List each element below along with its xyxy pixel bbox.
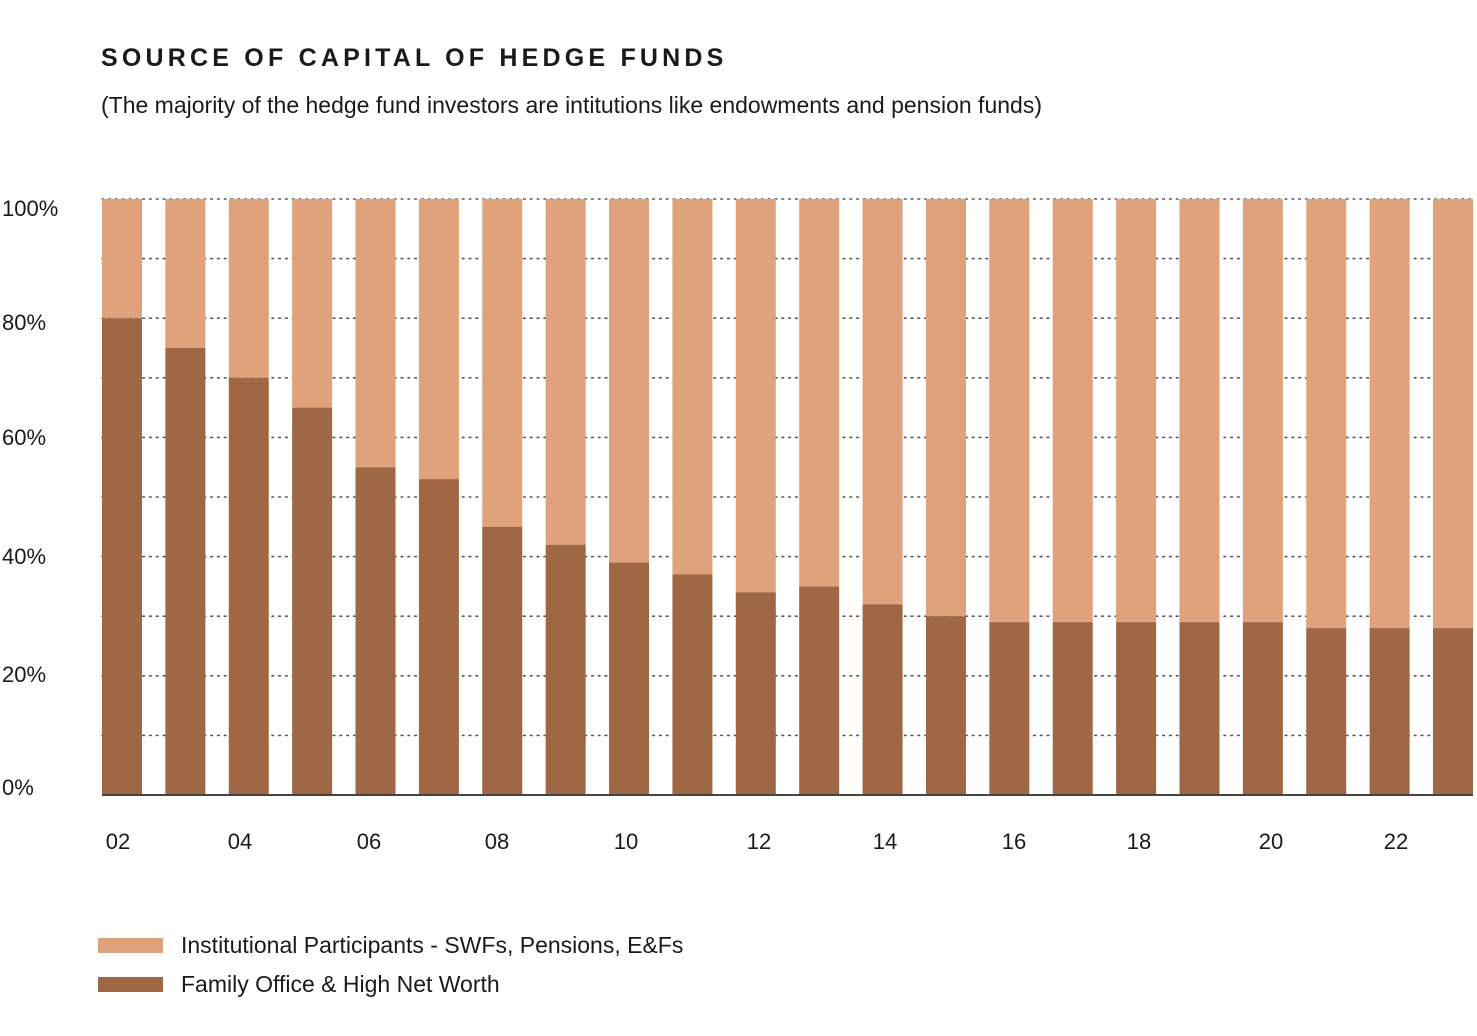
bar-institutional-07: [418, 199, 459, 480]
bar-family-office-13: [799, 586, 840, 795]
bar-group-03: [165, 199, 206, 795]
x-tick-label-02: 02: [106, 829, 130, 854]
stacked-bar-chart: 0% 20% 40% 60% 80% 100% 02 04 06 08 10 12 14 16 18 20 2…: [2, 196, 1474, 854]
x-tick-label-18: 18: [1127, 829, 1151, 854]
bar-family-office-18: [1116, 622, 1157, 795]
legend: Institutional Participants - SWFs, Pensi…: [98, 926, 683, 1004]
bar-group-10: [609, 199, 650, 795]
bar-family-office-11: [672, 574, 713, 795]
chart-subtitle: (The majority of the hedge fund investor…: [101, 92, 1042, 118]
bar-family-office-08: [482, 526, 523, 795]
bar-group-22: [1369, 199, 1410, 795]
legend-swatch-family-office: [98, 977, 163, 992]
bar-family-office-23: [1433, 628, 1473, 795]
y-tick-label-2: 40%: [2, 544, 46, 569]
bar-group-18: [1116, 199, 1157, 795]
bar-institutional-14: [862, 199, 903, 605]
bar-group-02: [102, 199, 142, 795]
bar-institutional-22: [1369, 199, 1410, 629]
x-tick-label-16: 16: [1002, 829, 1026, 854]
bar-group-23: [1433, 199, 1473, 795]
bars: [102, 199, 1473, 795]
legend-item-institutional: Institutional Participants - SWFs, Pensi…: [98, 926, 683, 965]
bar-family-office-16: [989, 622, 1030, 795]
legend-swatch-institutional: [98, 938, 163, 953]
bar-group-14: [862, 199, 903, 795]
bar-family-office-14: [862, 604, 903, 795]
bar-family-office-15: [925, 616, 966, 795]
bar-institutional-02: [102, 199, 142, 319]
y-tick-label-1: 20%: [2, 662, 46, 687]
bar-institutional-15: [925, 199, 966, 617]
bar-institutional-13: [799, 199, 840, 587]
y-tick-label-4: 80%: [2, 310, 46, 335]
legend-item-family-office: Family Office & High Net Worth: [98, 965, 683, 1004]
chart-title: SOURCE OF CAPITAL OF HEDGE FUNDS: [101, 44, 728, 72]
bar-institutional-16: [989, 199, 1030, 623]
y-tick-labels: 0% 20% 40% 60% 80% 100%: [2, 196, 58, 800]
bar-group-15: [925, 199, 966, 795]
bar-family-office-20: [1242, 622, 1283, 795]
bar-group-20: [1242, 199, 1283, 795]
bar-group-05: [292, 199, 333, 795]
bar-family-office-02: [102, 318, 142, 795]
bar-group-08: [482, 199, 523, 795]
x-tick-label-08: 08: [485, 829, 509, 854]
legend-label-family-office: Family Office & High Net Worth: [181, 971, 500, 997]
bar-institutional-10: [609, 199, 650, 563]
bar-group-07: [418, 199, 459, 795]
legend-label-institutional: Institutional Participants - SWFs, Pensi…: [181, 932, 684, 958]
x-tick-label-10: 10: [614, 829, 638, 854]
bar-family-office-21: [1306, 628, 1347, 795]
bar-family-office-03: [165, 348, 206, 795]
bar-family-office-19: [1179, 622, 1220, 795]
x-tick-label-12: 12: [747, 829, 771, 854]
x-tick-label-14: 14: [873, 829, 897, 854]
bar-group-11: [672, 199, 713, 795]
bar-family-office-06: [355, 467, 396, 795]
bar-group-06: [355, 199, 396, 795]
bar-institutional-21: [1306, 199, 1347, 629]
x-tick-label-04: 04: [228, 829, 252, 854]
bar-family-office-05: [292, 407, 333, 795]
bar-institutional-20: [1242, 199, 1283, 623]
x-tick-label-22: 22: [1384, 829, 1408, 854]
x-tick-label-06: 06: [357, 829, 381, 854]
bar-family-office-04: [228, 377, 269, 795]
bar-institutional-11: [672, 199, 713, 575]
bar-group-04: [228, 199, 269, 795]
bar-group-12: [735, 199, 776, 795]
bar-institutional-12: [735, 199, 776, 593]
bar-group-17: [1052, 199, 1093, 795]
y-tick-label-0: 0%: [2, 775, 34, 800]
y-tick-label-5: 100%: [2, 196, 58, 221]
bar-family-office-09: [545, 544, 586, 795]
bar-institutional-18: [1116, 199, 1157, 623]
x-tick-labels: 02 04 06 08 10 12 14 16 18 20 22: [106, 829, 1408, 854]
bar-group-09: [545, 199, 586, 795]
bar-institutional-06: [355, 199, 396, 468]
bar-family-office-12: [735, 592, 776, 795]
bar-group-16: [989, 199, 1030, 795]
bar-family-office-17: [1052, 622, 1093, 795]
y-tick-label-3: 60%: [2, 425, 46, 450]
bar-institutional-09: [545, 199, 586, 545]
bar-institutional-08: [482, 199, 523, 527]
bar-institutional-04: [228, 199, 269, 378]
bar-group-13: [799, 199, 840, 795]
bar-family-office-10: [609, 562, 650, 795]
bar-institutional-05: [292, 199, 333, 408]
bar-group-21: [1306, 199, 1347, 795]
bar-group-19: [1179, 199, 1220, 795]
bar-institutional-23: [1433, 199, 1473, 629]
bar-institutional-03: [165, 199, 206, 348]
bar-institutional-17: [1052, 199, 1093, 623]
bar-institutional-19: [1179, 199, 1220, 623]
bar-family-office-07: [418, 479, 459, 795]
bar-family-office-22: [1369, 628, 1410, 795]
x-tick-label-20: 20: [1259, 829, 1283, 854]
